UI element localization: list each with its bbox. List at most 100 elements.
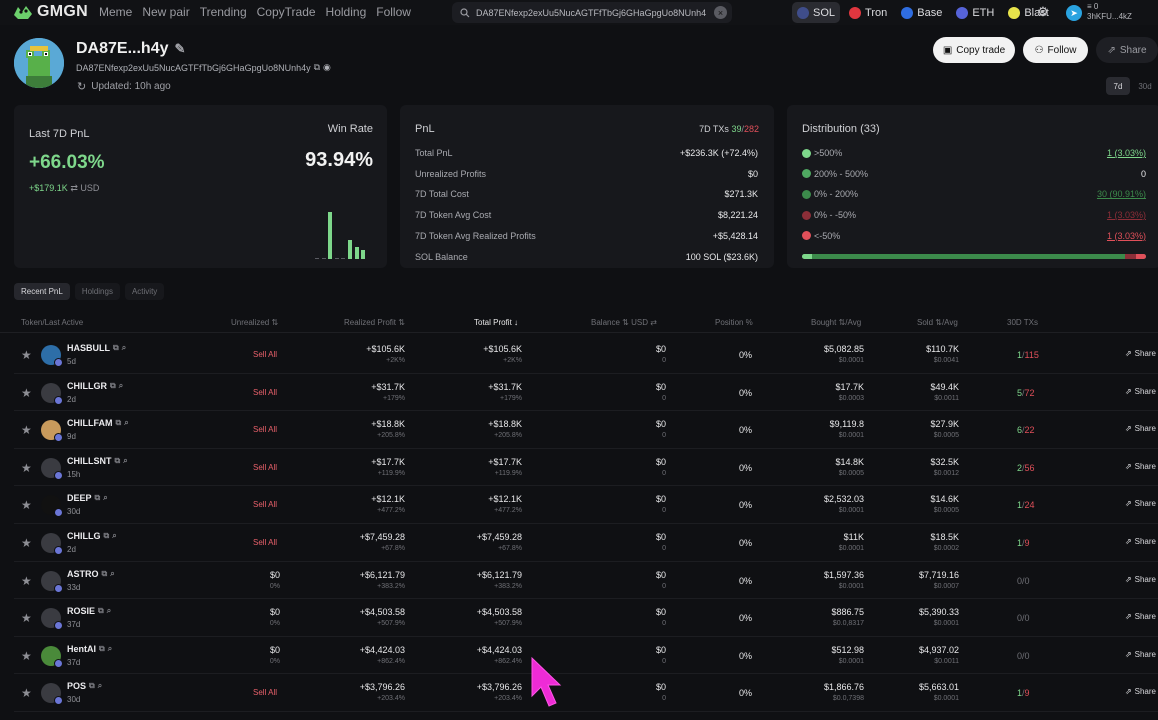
tab-holdings[interactable]: Holdings	[74, 283, 120, 300]
row-share-button[interactable]: ⇗ Share	[1125, 687, 1156, 696]
token-name[interactable]: HentAI ⧉ ⌕	[67, 644, 112, 654]
copy-icon[interactable]: ⧉	[94, 493, 101, 503]
copy-icon[interactable]: ⧉	[103, 531, 110, 540]
tab-recent-pnl[interactable]: Recent PnL	[14, 283, 70, 300]
search-icon[interactable]: ⌕	[107, 643, 113, 653]
favorite-star-icon[interactable]: ★	[21, 573, 32, 588]
token-name[interactable]: ROSIE ⧉ ⌕	[67, 606, 111, 616]
favorite-star-icon[interactable]: ★	[21, 348, 32, 362]
copy-icon[interactable]: ⧉	[114, 455, 121, 465]
copy-icon[interactable]: ⧉	[313, 62, 321, 72]
follow-button[interactable]: ⚇ Follow	[1023, 37, 1088, 63]
search-icon[interactable]: ⌕	[123, 455, 128, 465]
table-row[interactable]: ★ HASBULL ⧉ ⌕ 5d Sell All +$105.6K +2K% +$105.6K…	[14, 336, 1158, 374]
sell-all-button[interactable]: Sell All	[253, 350, 278, 359]
edit-pencil-icon[interactable]: ✎	[174, 41, 186, 56]
token-name[interactable]: CHILLSNT ⧉ ⌕	[67, 456, 128, 466]
row-share-button[interactable]: ⇗ Share	[1125, 650, 1156, 659]
swap-currency-icon[interactable]: ⇄	[70, 183, 78, 193]
table-row[interactable]: ★ POS ⧉ ⌕ 30d Sell All +$3,796.26 +203.4% +$3,79…	[14, 674, 1158, 712]
sell-all-button[interactable]: Sell All	[253, 500, 278, 510]
table-row[interactable]: ★ ROSIE ⧉ ⌕ 37d $0 0% +$4,503.58 +507.9% +$4,503.…	[14, 599, 1158, 637]
token-name[interactable]: CHILLG ⧉ ⌕	[67, 531, 117, 541]
tab-activity[interactable]: Activity	[124, 283, 165, 300]
row-share-button[interactable]: ⇗ Share	[1125, 387, 1156, 396]
explorer-icon[interactable]: ◉	[323, 62, 331, 72]
chain-base[interactable]: Base	[896, 2, 947, 23]
col-sold[interactable]: Sold ⇅/Avg	[917, 318, 958, 327]
token-name[interactable]: CHILLFAM ⧉ ⌕	[67, 418, 129, 428]
search-icon[interactable]: ⌕	[121, 343, 127, 352]
chain-tron[interactable]: Tron	[844, 2, 892, 23]
search-icon[interactable]: ⌕	[106, 606, 112, 616]
table-row[interactable]: ★ DEEP ⧉ ⌕ 30d Sell All +$12.1K +477.2% +$12.1K +…	[14, 486, 1158, 524]
wallet-widget[interactable]: ≡ 0 3hKFU...4kZ	[1087, 2, 1132, 22]
col-bought[interactable]: Bought ⇅/Avg	[811, 318, 862, 327]
col-realized[interactable]: Realized Profit ⇅	[344, 318, 405, 327]
favorite-star-icon[interactable]: ★	[21, 648, 32, 663]
nav-item-follow[interactable]: Follow	[376, 5, 411, 19]
col-total-profit[interactable]: Total Profit ↓	[474, 318, 519, 327]
copy-icon[interactable]: ⧉	[89, 681, 95, 691]
nav-item-holding[interactable]: Holding	[325, 5, 367, 19]
bucket-value[interactable]: 0	[1140, 168, 1146, 179]
favorite-star-icon[interactable]: ★	[21, 611, 32, 626]
copy-icon[interactable]: ⧉	[110, 380, 116, 390]
nav-item-new-pair[interactable]: New pair	[142, 5, 190, 19]
nav-item-trending[interactable]: Trending	[199, 5, 247, 19]
favorite-star-icon[interactable]: ★	[21, 423, 32, 438]
favorite-star-icon[interactable]: ★	[21, 460, 32, 475]
copy-icon[interactable]: ⧉	[113, 343, 119, 352]
copy-trade-button[interactable]: ▣ Copy trade	[933, 37, 1015, 63]
row-share-button[interactable]: ⇗ Share	[1125, 499, 1156, 508]
copy-icon[interactable]: ⧉	[101, 568, 108, 578]
nav-item-copytrade[interactable]: CopyTrade	[256, 5, 316, 19]
telegram-icon[interactable]: ➤	[1066, 5, 1082, 21]
bucket-value[interactable]: 30 (90.91%)	[1096, 189, 1146, 200]
search-icon[interactable]: ⌕	[112, 531, 117, 540]
favorite-star-icon[interactable]: ★	[21, 686, 32, 701]
share-profile-button[interactable]: ⇗ Share	[1096, 37, 1158, 63]
token-name[interactable]: POS ⧉ ⌕	[67, 681, 102, 691]
col-unrealized[interactable]: Unrealized ⇅	[231, 318, 279, 327]
bucket-value[interactable]: 1 (3.03%)	[1106, 230, 1146, 241]
row-share-button[interactable]: ⇗ Share	[1125, 612, 1156, 621]
row-share-button[interactable]: ⇗ Share	[1125, 462, 1156, 471]
search-icon[interactable]: ⌕	[97, 681, 103, 691]
table-row[interactable]: ★ HentAI ⧉ ⌕ 37d $0 0% +$4,424.03 +862.4% +$4,424…	[14, 637, 1158, 675]
search-icon[interactable]: ⌕	[110, 568, 115, 578]
table-row[interactable]: ★ CHILLFAM ⧉ ⌕ 9d Sell All +$18.8K +205.8% +$18.…	[14, 411, 1158, 449]
token-name[interactable]: ASTRO ⧉ ⌕	[67, 569, 115, 579]
favorite-star-icon[interactable]: ★	[21, 385, 32, 400]
sell-all-button[interactable]: Sell All	[253, 425, 278, 435]
gmgn-logo[interactable]: GMGN	[12, 3, 88, 21]
copy-icon[interactable]: ⧉	[115, 418, 122, 428]
row-share-button[interactable]: ⇗ Share	[1125, 349, 1156, 358]
row-share-button[interactable]: ⇗ Share	[1125, 424, 1156, 433]
search-icon[interactable]: ⌕	[124, 418, 129, 428]
settings-gear-icon[interactable]: ⚙	[1037, 4, 1049, 19]
row-share-button[interactable]: ⇗ Share	[1125, 537, 1156, 546]
copy-icon[interactable]: ⧉	[99, 643, 105, 653]
chain-eth[interactable]: ETH	[951, 2, 999, 23]
favorite-star-icon[interactable]: ★	[21, 498, 32, 513]
row-share-button[interactable]: ⇗ Share	[1125, 575, 1156, 584]
sell-all-button[interactable]: Sell All	[253, 462, 278, 472]
table-row[interactable]: ★ ASTRO ⧉ ⌕ 33d $0 0% +$6,121.79 +383.2% +$6,121.…	[14, 562, 1158, 600]
search-icon[interactable]: ⌕	[118, 380, 124, 390]
search-bar[interactable]: DA87ENfexp2exUu5NucAGTFfTbGj6GHaGpgUo8NU…	[452, 2, 732, 23]
sell-all-button[interactable]: Sell All	[253, 538, 278, 547]
search-icon[interactable]: ⌕	[103, 493, 108, 503]
table-row[interactable]: ★ CHILLGR ⧉ ⌕ 2d Sell All +$31.7K +179% +$31.7K +…	[14, 374, 1158, 412]
period-30d[interactable]: 30d	[1138, 81, 1152, 91]
bucket-value[interactable]: 1 (3.03%)	[1106, 148, 1146, 158]
chain-blast[interactable]: Blast	[1003, 2, 1053, 23]
copy-icon[interactable]: ⧉	[98, 606, 104, 616]
col-balance[interactable]: Balance ⇅ USD ⇄	[591, 318, 657, 327]
table-row[interactable]: ★ CHILLG ⧉ ⌕ 2d Sell All +$7,459.28 +67.8% +$7,4…	[14, 524, 1158, 562]
col-token[interactable]: Token/Last Active	[21, 318, 84, 327]
period-7d[interactable]: 7d	[1106, 77, 1130, 95]
token-name[interactable]: CHILLGR ⧉ ⌕	[67, 381, 123, 391]
token-name[interactable]: DEEP ⧉ ⌕	[67, 493, 108, 503]
favorite-star-icon[interactable]: ★	[21, 536, 32, 550]
